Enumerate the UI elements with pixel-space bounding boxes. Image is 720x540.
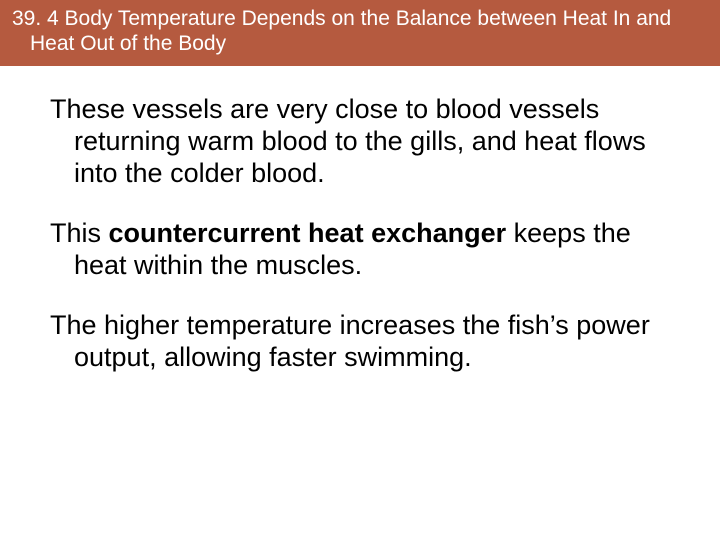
title-bar: 39. 4 Body Temperature Depends on the Ba…	[0, 0, 720, 66]
body-text: The higher temperature increases the fis…	[50, 310, 650, 372]
body-area: These vessels are very close to blood ve…	[0, 66, 720, 373]
bold-text: countercurrent heat exchanger	[109, 218, 507, 248]
paragraph-3: The higher temperature increases the fis…	[50, 310, 680, 374]
body-text: This	[50, 218, 109, 248]
body-text: These vessels are very close to blood ve…	[50, 94, 646, 188]
paragraph-1: These vessels are very close to blood ve…	[50, 94, 680, 190]
slide: 39. 4 Body Temperature Depends on the Ba…	[0, 0, 720, 540]
slide-title: 39. 4 Body Temperature Depends on the Ba…	[12, 6, 708, 56]
paragraph-2: This countercurrent heat exchanger keeps…	[50, 218, 680, 282]
